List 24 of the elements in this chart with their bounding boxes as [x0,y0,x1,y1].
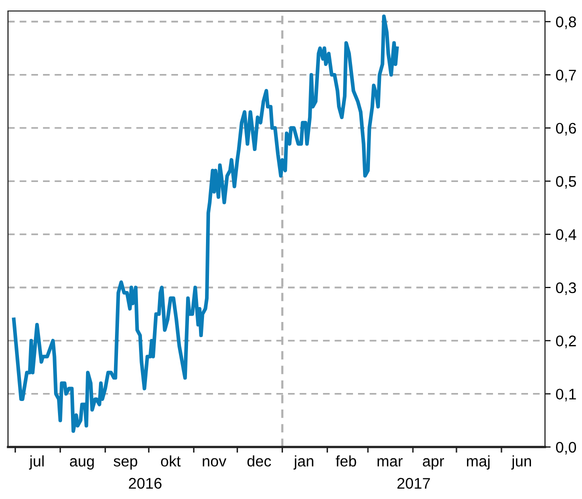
y-tick-label: 0,4 [556,229,576,242]
y-tick-label: 0,1 [556,388,576,402]
x-tick-label: feb [336,455,356,467]
x-tick-label: jun [511,455,531,470]
x-tick-label: okt [161,455,181,467]
x-tick-label: mar [378,458,403,467]
x-tick-label: jul [29,455,44,470]
x-tick-label: nov [202,458,226,467]
line-series [12,14,399,433]
y-tick-label: 0,6 [556,122,576,136]
y-tick-label: 0,2 [556,336,576,348]
y-tick-label: 0,8 [556,16,576,30]
text: 2016 [128,478,162,489]
x-tick-label: maj [466,455,490,470]
y-tick-label: 0,0 [556,442,576,454]
y-tick-label: 0,5 [556,176,576,189]
text: 2017 [397,478,430,489]
y-tick-label: 0,3 [556,282,576,295]
y-tick-label: 0,7 [556,70,576,82]
x-tick-label: dec [247,455,271,467]
x-tick-label: apr [422,458,444,470]
x-tick-label: aug [70,458,94,470]
x-tick-label: jan [294,455,314,470]
x-tick-label: sep [114,458,138,470]
